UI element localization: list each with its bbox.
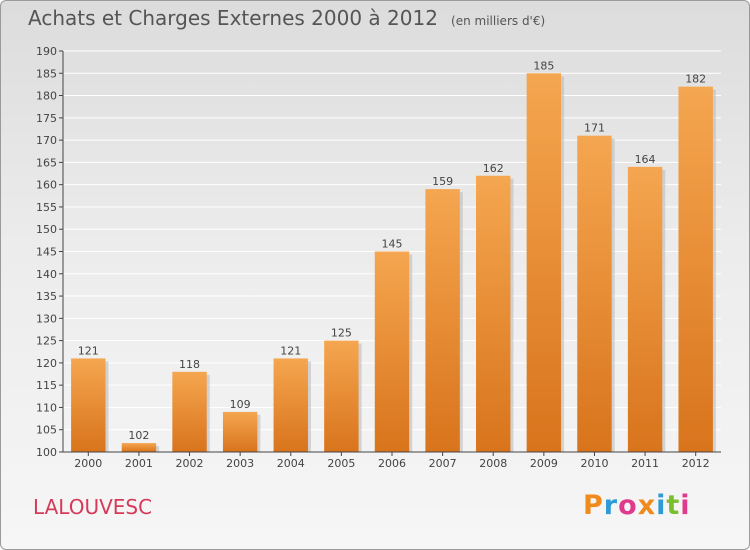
data-label: 145 [382,238,403,251]
y-tick-label: 100 [36,446,57,459]
data-label: 102 [128,429,149,442]
y-tick-label: 120 [36,357,57,370]
bar-2007 [425,189,460,452]
y-tick-label: 175 [36,112,57,125]
x-tick-label: 2006 [378,457,406,470]
proxiti-logo: Proxiti [583,490,691,521]
bar-2012 [678,86,713,453]
data-label: 164 [635,153,656,166]
logo-letter: i [680,490,691,521]
axes [59,50,721,456]
bar-2000 [71,358,106,452]
x-tick-label: 2011 [631,457,659,470]
y-tick-label: 185 [36,67,57,80]
x-tick-label: 2007 [429,457,457,470]
bar-2006 [374,251,410,452]
x-tick-label: 2005 [327,457,355,470]
data-label: 171 [584,122,605,135]
bar-2004 [273,358,308,452]
data-label: 185 [533,59,554,72]
x-tick-label: 2001 [125,457,153,470]
logo-letter: r [603,490,619,521]
y-tick-label: 160 [36,179,57,192]
bar-2002 [172,371,207,452]
x-tick-label: 2003 [226,457,254,470]
y-tick-label: 115 [36,379,57,392]
bar-2001 [121,443,157,452]
chart-unit-note: (en milliers d'€) [451,14,546,28]
y-tick-label: 190 [36,45,57,58]
bar-2011 [627,166,663,452]
commune-name: LALOUVESC [33,495,153,519]
logo-letter: P [583,490,604,521]
data-label: 182 [685,73,706,86]
logo-letter: x [637,490,657,521]
x-tick-label: 2012 [682,457,710,470]
y-tick-label: 155 [36,201,57,214]
bar-2005 [324,340,359,452]
data-label: 125 [331,327,352,340]
labels: 100 105 110 115 120 125 130 135 140 145 150 155 160 1… [36,45,710,470]
data-label: 159 [432,175,453,188]
x-tick-label: 2009 [530,457,558,470]
x-tick-label: 2002 [176,457,204,470]
y-tick-label: 140 [36,268,57,281]
x-tick-label: 2008 [479,457,507,470]
x-tick-label: 2004 [277,457,305,470]
bar-2010 [577,135,612,452]
data-label: 162 [483,162,504,175]
data-label: 118 [179,358,200,371]
data-label: 109 [230,398,251,411]
x-tick-label: 2000 [74,457,102,470]
y-tick-label: 135 [36,290,57,303]
chart-title-main: Achats et Charges Externes 2000 à 2012 [28,6,438,30]
y-tick-label: 125 [36,335,57,348]
logo-letter: i [656,490,667,521]
bars [71,73,716,453]
y-tick-label: 180 [36,90,57,103]
y-tick-label: 105 [36,424,57,437]
data-label: 121 [78,344,99,357]
y-tick-label: 110 [36,401,57,414]
chart-title: Achats et Charges Externes 2000 à 2012 (… [28,6,545,30]
y-tick-label: 150 [36,223,57,236]
logo-letter: t [666,490,681,521]
bar-2009 [526,73,562,453]
bar-2003 [222,411,258,452]
logo-letter: o [618,490,638,521]
bar-2008 [476,175,511,452]
x-tick-label: 2010 [580,457,608,470]
y-tick-label: 165 [36,156,57,169]
y-tick-label: 170 [36,134,57,147]
y-tick-label: 130 [36,312,57,325]
data-label: 121 [280,344,301,357]
y-tick-label: 145 [36,246,57,259]
